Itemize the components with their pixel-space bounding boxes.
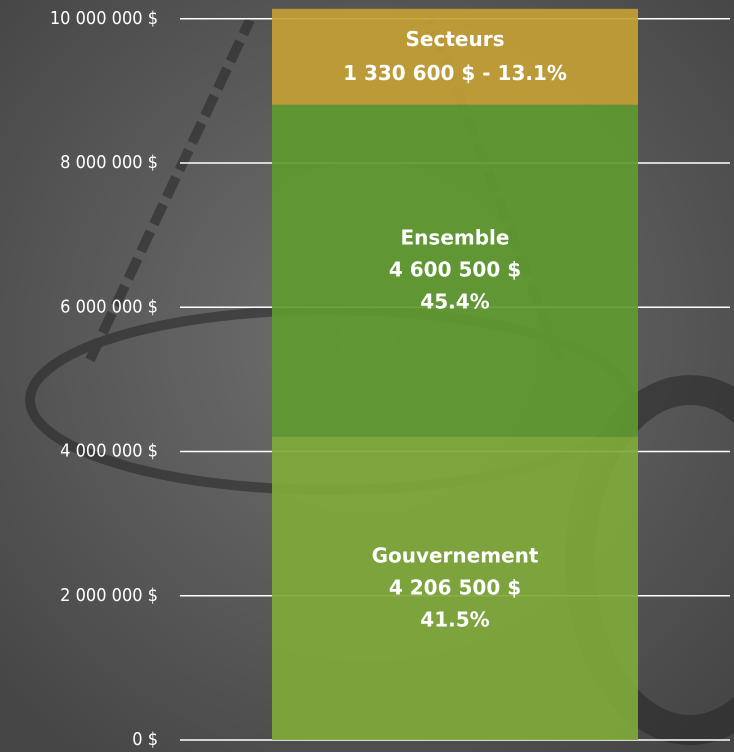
value-label: 4 206 500 $	[389, 575, 521, 599]
y-tick-label: 10 000 000 $	[50, 8, 158, 29]
y-tick-label: 2 000 000 $	[60, 585, 158, 606]
y-tick-label: 6 000 000 $	[60, 296, 158, 317]
y-tick-label: 4 000 000 $	[60, 441, 158, 462]
segment-name: Secteurs	[406, 26, 505, 50]
segment-name: Ensemble	[401, 225, 510, 249]
segment-name: Gouvernement	[372, 543, 539, 567]
chart: Gouvernement 4 206 500 $ 41.5% Ensemble 4 60…	[0, 0, 734, 752]
page: Gouvernement 4 206 500 $ 41.5% Ensemble 4 60…	[0, 0, 734, 752]
share-label: 45.4%	[420, 289, 489, 313]
bar-segment	[272, 9, 638, 105]
share-label: 13.1%	[498, 60, 567, 84]
share-label: 41.5%	[420, 607, 489, 631]
value-label: 4 600 500 $	[389, 257, 521, 281]
y-tick-label: 0 $	[132, 729, 158, 750]
y-tick-label: 8 000 000 $	[60, 152, 158, 173]
value-label: 1 330 600 $	[343, 60, 475, 84]
label-separator: -	[475, 60, 497, 84]
